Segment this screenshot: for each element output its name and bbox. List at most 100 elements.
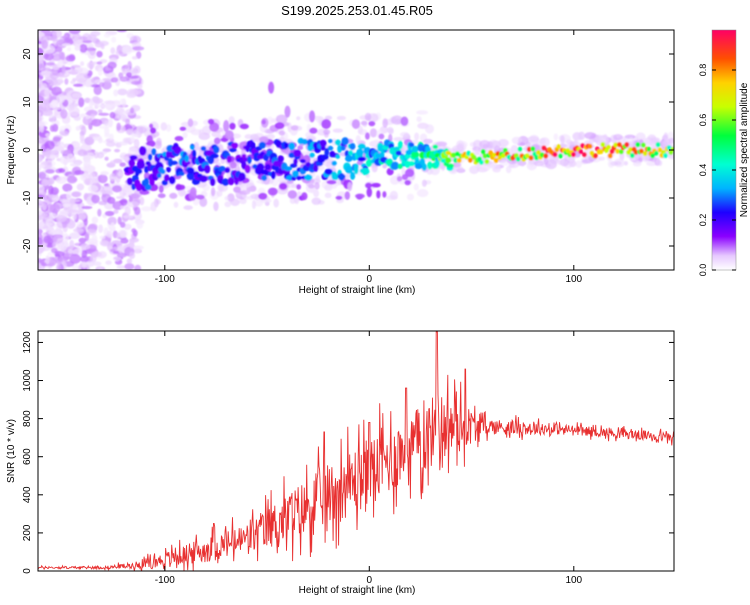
- heatmap-cell: [435, 141, 448, 147]
- heatmap-cell: [135, 168, 143, 175]
- heatmap-cell: [382, 191, 387, 198]
- heatmap-cell: [268, 81, 275, 94]
- heatmap-cell: [52, 241, 57, 248]
- heatmap-cell: [224, 167, 231, 174]
- y-tick-label: 400: [22, 486, 33, 503]
- heatmap-cell: [78, 213, 87, 220]
- heatmap-cell: [323, 129, 331, 135]
- heatmap-cell: [136, 160, 145, 170]
- heatmap-cell: [120, 238, 129, 244]
- heatmap-cell: [321, 119, 332, 129]
- heatmap-cell: [411, 145, 419, 153]
- heatmap-cell: [421, 179, 427, 187]
- heatmap-cell: [78, 237, 87, 244]
- heatmap-cell: [357, 125, 364, 135]
- y-tick-label: 1000: [22, 369, 33, 392]
- heatmap-cell: [526, 146, 532, 152]
- heatmap-cell: [111, 36, 117, 43]
- x-tick-label: 100: [565, 575, 582, 586]
- heatmap-cell: [71, 92, 81, 99]
- heatmap-cell: [290, 125, 299, 131]
- heatmap-cell: [91, 234, 98, 243]
- heatmap-cell: [116, 195, 125, 200]
- heatmap-cell: [401, 173, 409, 180]
- heatmap-cell: [369, 128, 378, 138]
- heatmap-cell: [655, 142, 661, 148]
- heatmap-cell: [91, 118, 103, 127]
- heatmap-cell: [406, 193, 415, 201]
- heatmap-cell: [128, 158, 136, 167]
- heatmap-cell: [530, 146, 536, 152]
- x-tick-label: 0: [367, 575, 373, 586]
- heatmap-cell: [39, 72, 46, 77]
- heatmap-cell: [238, 172, 246, 181]
- heatmap-cell: [124, 263, 135, 270]
- heatmap-cell: [598, 156, 606, 161]
- heatmap-cell: [62, 203, 71, 208]
- heatmap-cell: [147, 153, 153, 161]
- heatmap-cell: [308, 184, 315, 189]
- heatmap-cell: [64, 78, 69, 85]
- heatmap-cell: [60, 108, 68, 119]
- heatmap-cell: [65, 96, 72, 101]
- heatmap-cell: [85, 260, 95, 267]
- heatmap-cell: [122, 65, 129, 69]
- heatmap-cell: [229, 161, 237, 169]
- heatmap-cell: [88, 223, 98, 230]
- heatmap-cell: [663, 152, 668, 159]
- heatmap-cell: [91, 194, 100, 204]
- heatmap-cell: [61, 65, 66, 75]
- heatmap-cell: [174, 136, 184, 142]
- heatmap-cell: [119, 221, 126, 228]
- heatmap-cell: [98, 82, 105, 88]
- heatmap-cell: [511, 136, 523, 145]
- heatmap-cell: [558, 153, 563, 159]
- heatmap-cell: [573, 132, 579, 142]
- heatmap-cell: [107, 61, 117, 69]
- heatmap-cell: [573, 139, 578, 147]
- heatmap-cell: [118, 72, 124, 79]
- heatmap-cell: [250, 133, 260, 142]
- snr-plot-area: [38, 331, 674, 571]
- heatmap-cell: [228, 148, 237, 153]
- heatmap-cell: [613, 158, 625, 168]
- heatmap-cell: [41, 110, 54, 116]
- heatmap-cell: [45, 169, 55, 174]
- heatmap-cell: [93, 85, 102, 96]
- heatmap-cell: [96, 50, 103, 58]
- heatmap-cell: [72, 77, 77, 82]
- snr-y-axis-label: SNR (10 * v/v): [6, 419, 17, 483]
- heatmap-cell: [600, 141, 606, 148]
- heatmap-cell: [539, 152, 545, 158]
- heatmap-cell: [311, 197, 322, 205]
- heatmap-cell: [233, 186, 241, 193]
- heatmap-cell: [69, 232, 81, 240]
- heatmap-cell: [66, 47, 72, 52]
- heatmap-cell: [493, 157, 499, 164]
- heatmap-cell: [57, 242, 65, 250]
- heatmap-cell: [534, 155, 539, 161]
- heatmap-cell: [51, 86, 62, 96]
- heatmap-cell: [44, 148, 51, 159]
- heatmap-cell: [432, 144, 439, 150]
- heatmap-cell: [97, 109, 103, 114]
- heatmap-cell: [195, 194, 205, 200]
- heatmap-cell: [357, 143, 366, 150]
- heatmap-cell: [315, 175, 321, 182]
- heatmap-cell: [640, 142, 646, 148]
- heatmap-cell: [114, 148, 121, 153]
- heatmap-cell: [491, 152, 497, 158]
- heatmap-cell: [386, 126, 394, 134]
- heatmap-cell: [488, 150, 493, 156]
- heatmap-cell: [607, 160, 615, 168]
- heatmap-cell: [67, 249, 74, 254]
- heatmap-cell: [245, 144, 251, 153]
- heatmap-cell: [126, 128, 135, 135]
- heatmap-cell: [417, 122, 428, 129]
- heatmap-cell: [68, 209, 80, 213]
- heatmap-cell: [38, 210, 43, 216]
- heatmap-cell: [104, 210, 115, 217]
- heatmap-cell: [52, 197, 58, 203]
